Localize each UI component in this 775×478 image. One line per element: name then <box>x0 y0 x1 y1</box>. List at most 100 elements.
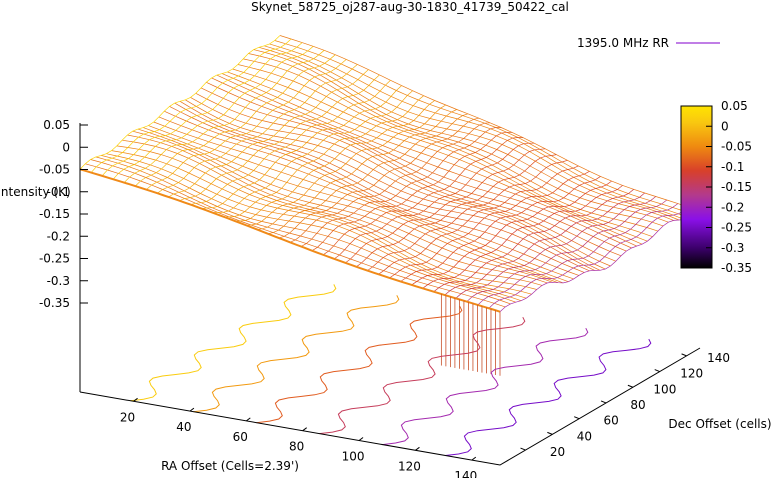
y-tick-label: 120 <box>680 367 703 381</box>
z-tick-label: -0.2 <box>47 229 70 243</box>
y-tick <box>681 353 687 357</box>
chart-title: Skynet_58725_oj287-aug-30-1830_41739_504… <box>251 0 569 14</box>
mesh-line-x <box>345 148 546 264</box>
y-axis-label: Dec Offset (cells) <box>668 417 771 431</box>
contour-line <box>445 338 652 456</box>
colorbar-tick-label: -0.35 <box>721 261 752 275</box>
x-tick <box>302 427 307 432</box>
x-tick-label: 140 <box>454 469 477 478</box>
x-tick <box>471 456 477 461</box>
mesh-line-x <box>90 38 292 173</box>
y-tick <box>654 369 660 373</box>
mesh-line-x <box>234 100 435 222</box>
mesh-line-x <box>455 196 657 299</box>
z-tick-label: -0.35 <box>39 296 70 310</box>
z-tick-label: -0.25 <box>39 252 70 266</box>
mesh-line-x <box>488 207 690 309</box>
mesh-line-x <box>267 113 469 235</box>
z-tick-label: -0.1 <box>47 185 70 199</box>
z-axis-label: Intensity (K) <box>0 185 71 199</box>
mesh-line-x <box>101 42 303 177</box>
contour-line <box>319 316 526 435</box>
mesh-line-x <box>256 109 457 230</box>
colorbar-tick-label: -0.1 <box>721 160 744 174</box>
y-tick <box>520 447 526 451</box>
x-tick <box>133 397 138 402</box>
mesh-line-x <box>311 131 513 251</box>
x-tick <box>358 437 364 441</box>
mesh-line-x <box>223 95 424 218</box>
colorbar-tick-label: 0.05 <box>721 99 748 113</box>
z-tick-label: -0.3 <box>47 274 70 288</box>
x-tick <box>415 446 420 451</box>
mesh-line-x <box>146 59 347 190</box>
legend-label: 1395.0 MHz RR <box>577 36 669 50</box>
mesh-line-x <box>135 54 336 187</box>
colorbar-tick-label: -0.15 <box>721 180 752 194</box>
mesh-line-x <box>278 117 479 239</box>
mesh-line-x <box>300 127 502 247</box>
mesh-line-x <box>367 159 568 271</box>
x-tick <box>189 407 195 412</box>
mesh-line-x <box>168 69 369 198</box>
mesh-line-x <box>123 50 325 183</box>
mesh-line-x <box>179 74 380 202</box>
z-tick-label: -0.05 <box>39 163 70 177</box>
mesh-line-x <box>356 154 557 268</box>
y-tick <box>547 431 553 435</box>
front-ridge <box>79 168 501 313</box>
colorbar-tick-label: -0.2 <box>721 200 744 214</box>
mesh-line-y <box>111 150 532 295</box>
mesh-line-y <box>169 106 590 272</box>
mesh-line-x <box>422 185 623 289</box>
y-tick-label: 140 <box>707 351 730 365</box>
mesh-line-x <box>289 122 491 243</box>
colorbar-tick-label: -0.25 <box>721 221 752 235</box>
base-frame <box>79 347 701 466</box>
z-tick-label: -0.15 <box>39 207 70 221</box>
mesh-line-x <box>201 85 402 209</box>
contour-line <box>256 306 463 424</box>
mesh-line-x <box>212 90 413 213</box>
x-tick-label: 60 <box>233 430 248 444</box>
x-tick-label: 40 <box>176 420 191 434</box>
mesh-line-y <box>95 156 516 303</box>
x-tick-label: 100 <box>342 450 365 464</box>
mesh-line-x <box>190 80 391 205</box>
colorbar-tick-label: -0.3 <box>721 241 744 255</box>
mesh-line-x <box>499 211 701 312</box>
z-tick-label: 0 <box>62 140 70 154</box>
mesh-line-x <box>79 35 281 170</box>
contour-line <box>193 295 400 413</box>
mesh-line-x <box>323 137 524 256</box>
mesh-line-y <box>122 139 543 286</box>
z-tick-label: 0.05 <box>43 118 70 132</box>
y-tick-label: 20 <box>550 445 565 459</box>
base-contours <box>130 284 652 456</box>
contour-line <box>130 284 337 402</box>
x-tick-label: 80 <box>289 440 304 454</box>
y-tick <box>574 416 580 420</box>
mesh-line-x <box>157 64 358 194</box>
colorbar: 0.05 0 -0.05 -0.1 -0.15 -0.2 -0.25 -0.3 -0.35 <box>680 99 752 275</box>
mesh-line-x <box>378 165 579 275</box>
y-tick <box>627 384 634 388</box>
mesh-line-x <box>333 142 535 260</box>
legend: 1395.0 MHz RR <box>577 36 720 50</box>
x-tick-label: 20 <box>120 410 135 424</box>
mesh-line-x <box>466 199 668 302</box>
mesh-line-x <box>411 180 612 286</box>
mesh-line-x <box>112 46 314 180</box>
colorbar-tick-label: -0.05 <box>721 140 752 154</box>
x-axis-label: RA Offset (Cells=2.39') <box>161 459 299 473</box>
mesh-line-x <box>245 104 446 226</box>
y-tick-label: 60 <box>604 414 619 428</box>
contour-line <box>382 327 589 446</box>
axes: 0.05 0 -0.05 -0.1 -0.15 -0.2 -0.25 -0.3 -0.35 20 4… <box>39 118 730 478</box>
mesh-line-x <box>400 176 601 282</box>
mesh-line-x <box>389 170 590 279</box>
x-tick <box>246 417 251 422</box>
y-tick-label: 40 <box>577 429 592 443</box>
